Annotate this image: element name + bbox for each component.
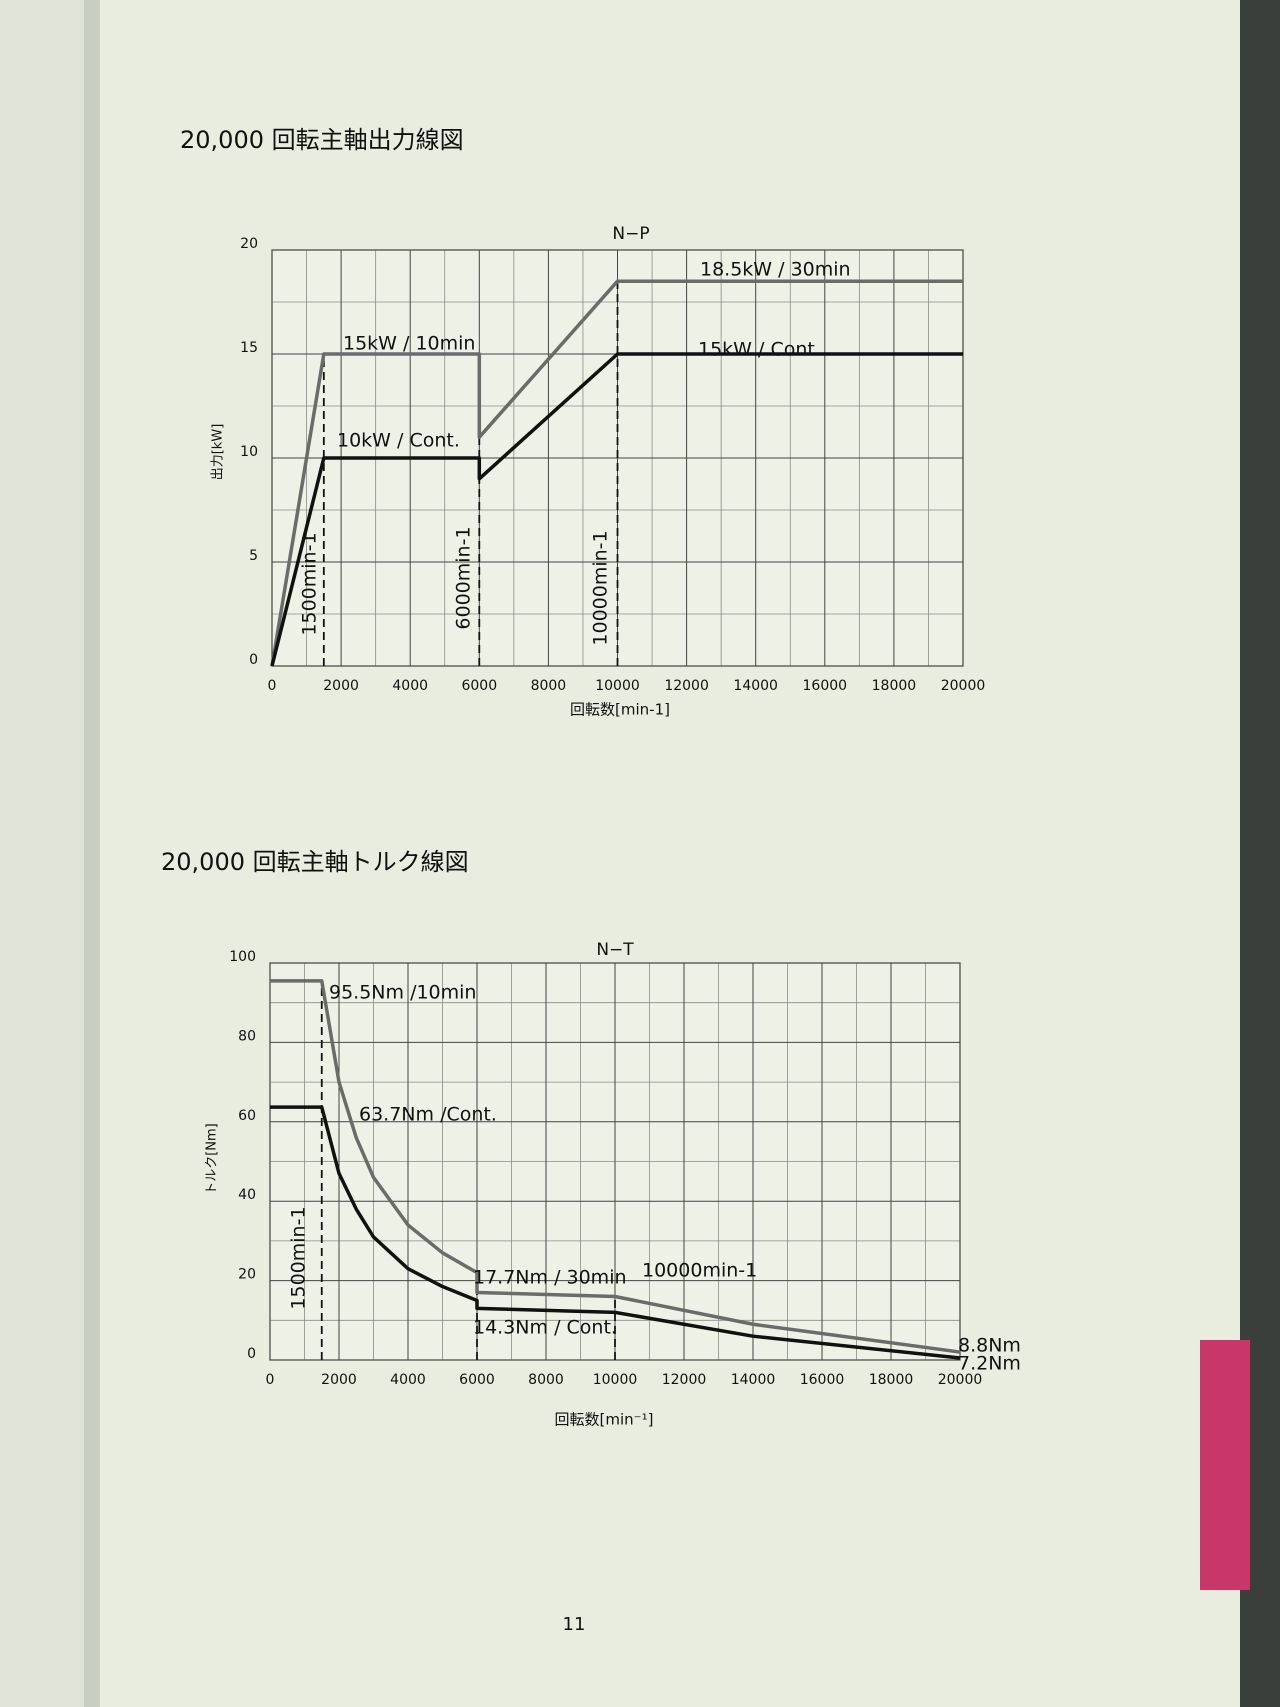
x-tick-label: 16000 <box>800 1372 845 1388</box>
annotation: 10000min-1 <box>642 1260 757 1282</box>
y-tick-label: 20 <box>240 236 258 252</box>
x-tick-label: 12000 <box>664 678 709 694</box>
annotation: 6000min-1 <box>453 526 475 629</box>
x-tick-label: 8000 <box>531 678 567 694</box>
x-tick-label: 4000 <box>392 678 428 694</box>
series-line <box>270 1105 961 1360</box>
x-tick-label: 0 <box>266 1372 275 1388</box>
y-axis-label: トルク[Nm] <box>205 1123 220 1195</box>
x-tick-label: 4000 <box>390 1372 426 1388</box>
annotation: 95.5Nm /10min <box>329 982 476 1004</box>
chart-title: N−T <box>596 940 634 960</box>
annotation: 10kW / Cont. <box>337 430 460 452</box>
x-tick-label: 6000 <box>461 678 497 694</box>
y-tick-label: 20 <box>238 1267 256 1283</box>
x-tick-label: 0 <box>268 678 277 694</box>
series-line <box>270 979 961 1354</box>
y-tick-label: 0 <box>249 652 258 668</box>
heading: 20,000 回転主軸出力線図 <box>180 126 464 154</box>
x-axis-label: 回転数[min-1] <box>570 701 670 719</box>
annotation: 18.5kW / 30min <box>700 259 851 281</box>
y-tick-label: 10 <box>240 444 258 460</box>
y-tick-label: 80 <box>238 1028 256 1044</box>
x-tick-label: 12000 <box>662 1372 707 1388</box>
y-axis-label: 出力[kW] <box>211 424 226 481</box>
series-line <box>270 352 963 667</box>
tab <box>1200 1340 1250 1590</box>
left-page <box>0 0 100 1707</box>
annotation: 17.7Nm / 30min <box>473 1267 627 1289</box>
x-tick-label: 20000 <box>941 678 986 694</box>
gutter <box>84 0 100 1707</box>
annotation: 15kW / 10min <box>343 333 475 355</box>
annotation: 63.7Nm /Cont. <box>359 1104 497 1126</box>
x-tick-label: 10000 <box>593 1372 638 1388</box>
heading: 20,000 回転主軸トルク線図 <box>161 848 469 876</box>
series-line <box>270 279 963 667</box>
x-tick-label: 2000 <box>321 1372 357 1388</box>
annotation: 10000min-1 <box>590 530 612 645</box>
x-tick-label: 18000 <box>872 678 917 694</box>
x-tick-label: 6000 <box>459 1372 495 1388</box>
x-tick-label: 14000 <box>731 1372 776 1388</box>
y-tick-label: 5 <box>249 548 258 564</box>
x-tick-label: 10000 <box>595 678 640 694</box>
x-tick-label: 14000 <box>733 678 778 694</box>
chart-title: N−P <box>612 224 649 244</box>
annotation: 1500min-1 <box>299 532 321 635</box>
y-tick-label: 15 <box>240 340 258 356</box>
y-tick-label: 0 <box>247 1346 256 1362</box>
annotation: 14.3Nm / Cont. <box>473 1317 617 1339</box>
annotation: 15kW / Cont. <box>698 339 821 361</box>
annotation: 1500min-1 <box>288 1206 310 1309</box>
x-tick-label: 2000 <box>323 678 359 694</box>
x-tick-label: 18000 <box>869 1372 914 1388</box>
page-number: 11 <box>563 1614 586 1635</box>
annotation: 8.8Nm <box>958 1335 1021 1357</box>
x-axis-label: 回転数[min⁻¹] <box>555 1411 654 1429</box>
x-tick-label: 16000 <box>803 678 848 694</box>
y-tick-label: 60 <box>238 1108 256 1124</box>
x-tick-label: 20000 <box>938 1372 983 1388</box>
annotation: 7.2Nm <box>958 1353 1021 1375</box>
y-tick-label: 100 <box>229 949 256 965</box>
y-tick-label: 40 <box>238 1187 256 1203</box>
x-tick-label: 8000 <box>528 1372 564 1388</box>
